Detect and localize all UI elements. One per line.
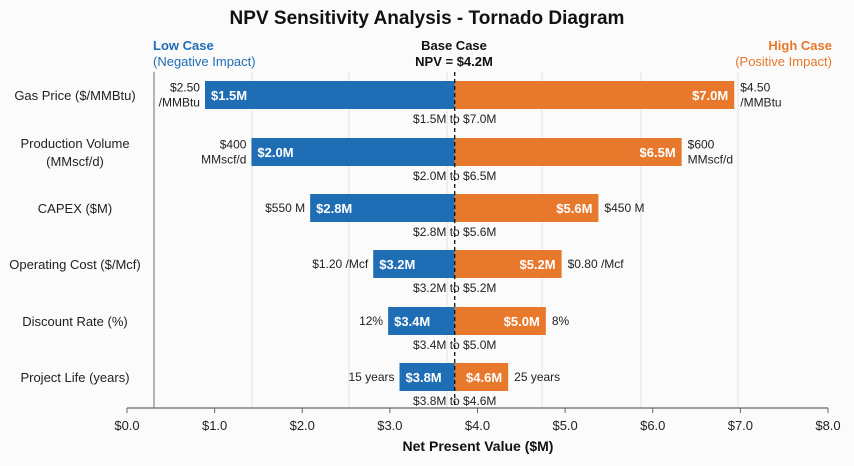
high-npv-label: $5.0M — [504, 314, 540, 329]
low-input-label: $1.20 /Mcf — [312, 257, 369, 271]
tornado-row: $2.0M $6.5M $2.0M to $6.5M Production Volum… — [20, 136, 733, 183]
low-case-subtitle: (Negative Impact) — [153, 54, 256, 69]
high-npv-label: $4.6M — [466, 370, 502, 385]
x-tick-label: $4.0 — [465, 418, 490, 433]
low-case-bar — [204, 81, 455, 109]
low-input-label: $400 — [220, 138, 247, 152]
high-case-subtitle: (Positive Impact) — [735, 54, 832, 69]
low-npv-label: $3.2M — [379, 257, 415, 272]
base-case-title: Base Case — [421, 38, 487, 53]
high-case-title: High Case — [768, 38, 832, 53]
high-input-label: $4.50 — [740, 81, 770, 95]
tornado-row: $3.2M $5.2M $3.2M to $5.2M Operating Cost (… — [9, 250, 624, 295]
category-label: (MMscf/d) — [46, 154, 104, 169]
high-input-label: $450 M — [604, 201, 644, 215]
category-label: Discount Rate (%) — [22, 314, 127, 329]
tornado-row: $2.8M $5.6M $2.8M to $5.6M CAPEX ($M) $550 M… — [38, 194, 644, 239]
high-npv-label: $7.0M — [692, 88, 728, 103]
high-npv-label: $5.6M — [556, 201, 592, 216]
category-label: Production Volume — [20, 136, 129, 151]
high-input-label: $600 — [688, 138, 715, 152]
low-npv-label: $1.5M — [211, 88, 247, 103]
high-input-label: 8% — [552, 314, 570, 328]
low-input-label: MMscf/d — [201, 153, 246, 167]
low-input-label: $550 M — [265, 201, 305, 215]
x-tick-label: $1.0 — [202, 418, 227, 433]
low-npv-label: $2.8M — [316, 201, 352, 216]
x-tick-label: $8.0 — [815, 418, 840, 433]
x-tick-label: $6.0 — [640, 418, 665, 433]
low-case-bar — [251, 138, 455, 166]
category-label: CAPEX ($M) — [38, 201, 112, 216]
high-case-bar — [454, 81, 735, 109]
high-input-label: MMscf/d — [688, 153, 733, 167]
low-input-label: 15 years — [348, 370, 394, 384]
x-axis-label: Net Present Value ($M) — [403, 438, 554, 454]
range-label: $2.0M to $6.5M — [413, 169, 496, 183]
chart-title: NPV Sensitivity Analysis - Tornado Diagr… — [230, 8, 625, 29]
high-case-bar — [454, 307, 546, 335]
low-case-bar — [373, 250, 455, 278]
high-case-bar — [454, 363, 509, 391]
high-npv-label: $5.2M — [519, 257, 555, 272]
low-npv-label: $2.0M — [257, 145, 293, 160]
category-label: Gas Price ($/MMBtu) — [14, 88, 135, 103]
high-input-label: /MMBtu — [740, 96, 781, 110]
low-npv-label: $3.4M — [394, 314, 430, 329]
low-case-title: Low Case — [153, 38, 214, 53]
low-npv-label: $3.8M — [406, 370, 442, 385]
base-case-npv: NPV = $4.2M — [415, 54, 493, 69]
range-label: $2.8M to $5.6M — [413, 225, 496, 239]
high-input-label: $0.80 /Mcf — [568, 257, 625, 271]
x-tick-label: $3.0 — [377, 418, 402, 433]
range-label: $3.2M to $5.2M — [413, 281, 496, 295]
low-input-label: $2.50 — [170, 81, 200, 95]
category-label: Project Life (years) — [20, 370, 129, 385]
category-label: Operating Cost ($/Mcf) — [9, 257, 141, 272]
low-case-bar — [310, 194, 455, 222]
low-case-bar — [399, 363, 455, 391]
tornado-row: $1.5M $7.0M $1.5M to $7.0M Gas Price ($/MMB… — [14, 81, 781, 127]
high-case-bar — [454, 250, 562, 278]
high-input-label: 25 years — [514, 370, 560, 384]
x-tick-label: $5.0 — [552, 418, 577, 433]
x-tick-label: $2.0 — [290, 418, 315, 433]
range-label: $1.5M to $7.0M — [413, 112, 496, 126]
x-tick-label: $0.0 — [114, 418, 139, 433]
low-input-label: 12% — [359, 314, 383, 328]
high-case-bar — [454, 138, 682, 166]
low-input-label: /MMBtu — [159, 96, 200, 110]
x-tick-label: $7.0 — [728, 418, 753, 433]
high-case-bar — [454, 194, 599, 222]
low-case-bar — [388, 307, 455, 335]
high-npv-label: $6.5M — [640, 145, 676, 160]
